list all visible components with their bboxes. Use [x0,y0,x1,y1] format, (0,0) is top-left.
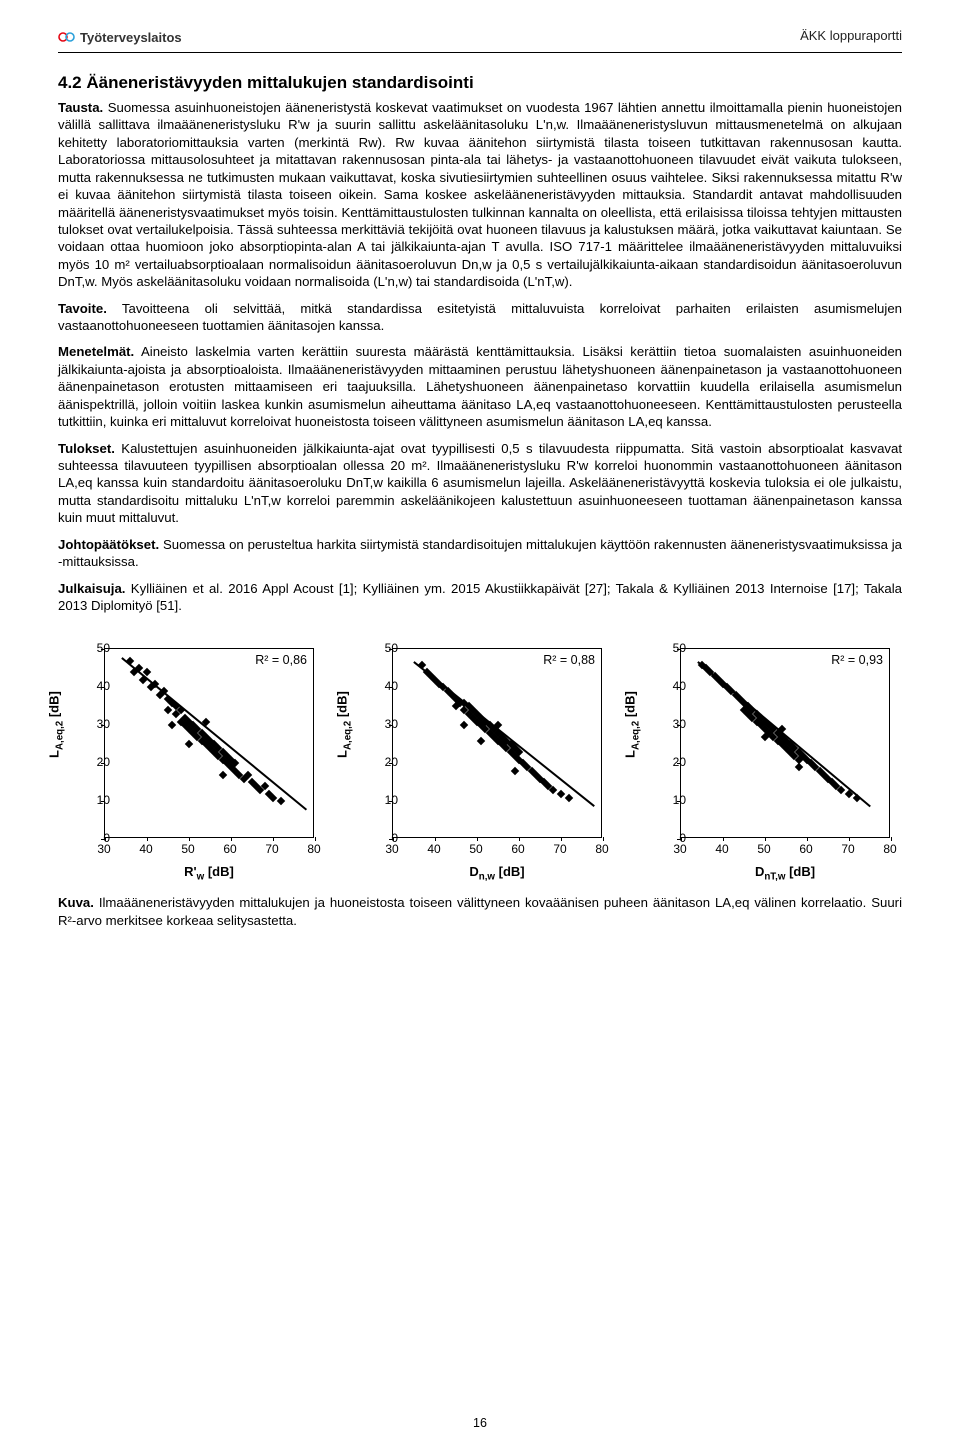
ytick-label: 50 [80,641,110,655]
xtick-label: 40 [427,842,440,856]
chart-2-plot: R² = 0,88 [392,648,602,838]
body-johtopaatokset: Suomessa on perusteltua harkita siirtymi… [58,537,902,569]
data-point [460,721,468,729]
ytick-label: 20 [368,755,398,769]
logo-icon [58,28,76,46]
xtick-label: 30 [385,842,398,856]
xtick-label: 80 [595,842,608,856]
xtick-label: 80 [307,842,320,856]
xtick-label: 40 [715,842,728,856]
body-julkaisuja: Kylliäinen et al. 2016 Appl Acoust [1]; … [58,581,902,613]
label-tavoite: Tavoite. [58,301,107,316]
xtick-label: 30 [97,842,110,856]
para-tulokset: Tulokset. Kalustettujen asuinhuoneiden j… [58,440,902,527]
xtick-label: 70 [841,842,854,856]
chart-3: LA,eq,2 [dB] R² = 0,93 DnT,w [dB] 010203… [634,638,902,878]
chart-3-plot: R² = 0,93 [680,648,890,838]
chart-2-xlabel: Dn,w [dB] [392,864,602,883]
xtick-label: 60 [223,842,236,856]
doc-label: ÄKK loppuraportti [800,28,902,43]
label-menetelmat: Menetelmät. [58,344,134,359]
chart-3-r2: R² = 0,93 [831,653,883,667]
ytick-label: 10 [80,793,110,807]
ytick-label: 20 [80,755,110,769]
fit-line [414,661,596,807]
ytick-label: 40 [656,679,686,693]
para-tausta: Tausta. Suomessa asuinhuoneistojen äänen… [58,99,902,291]
xtick-label: 30 [673,842,686,856]
chart-1-r2: R² = 0,86 [255,653,307,667]
chart-1-xlabel: R'w [dB] [104,864,314,883]
body-tavoite: Tavoitteena oli selvittää, mitkä standar… [58,301,902,333]
data-point [277,797,285,805]
label-johtopaatokset: Johtopäätökset. [58,537,159,552]
ytick-label: 40 [368,679,398,693]
page-number: 16 [0,1416,960,1430]
chart-1-ylabel: LA,eq,2 [dB] [47,692,66,759]
ytick-label: 30 [368,717,398,731]
section-title: 4.2 Ääneneristävyyden mittalukujen stand… [58,73,902,93]
chart-2-ylabel: LA,eq,2 [dB] [335,692,354,759]
chart-2-r2: R² = 0,88 [543,653,595,667]
ytick-label: 20 [656,755,686,769]
para-tavoite: Tavoite. Tavoitteena oli selvittää, mitk… [58,300,902,335]
label-tausta: Tausta. [58,100,103,115]
ytick-label: 10 [368,793,398,807]
xtick-label: 50 [469,842,482,856]
ytick-label: 40 [80,679,110,693]
chart-3-xlabel: DnT,w [dB] [680,864,890,883]
data-point [477,736,485,744]
data-point [557,790,565,798]
ytick-label: 30 [656,717,686,731]
data-point [794,763,802,771]
chart-3-ylabel: LA,eq,2 [dB] [623,692,642,759]
logo-text: Työterveyslaitos [80,30,182,45]
fit-line [697,661,870,807]
ytick-label: 10 [656,793,686,807]
xtick-label: 50 [181,842,194,856]
body-tausta: Suomessa asuinhuoneistojen ääneneristyst… [58,100,902,289]
ytick-label: 50 [656,641,686,655]
page-header: Työterveyslaitos ÄKK loppuraportti [58,28,902,53]
figure-caption: Kuva. Ilmaääneneristävyyden mittalukujen… [58,894,902,929]
data-point [565,793,573,801]
label-julkaisuja: Julkaisuja. [58,581,125,596]
xtick-label: 60 [511,842,524,856]
data-point [511,767,519,775]
xtick-label: 70 [553,842,566,856]
para-menetelmat: Menetelmät. Aineisto laskelmia varten ke… [58,343,902,430]
caption-body: Ilmaääneneristävyyden mittalukujen ja hu… [58,895,902,927]
fit-line [121,657,307,810]
ytick-label: 30 [80,717,110,731]
body-tulokset: Kalustettujen asuinhuoneiden jälkikaiunt… [58,441,902,526]
label-tulokset: Tulokset. [58,441,115,456]
xtick-label: 60 [799,842,812,856]
para-johtopaatokset: Johtopäätökset. Suomessa on perusteltua … [58,536,902,571]
xtick-label: 70 [265,842,278,856]
caption-label: Kuva. [58,895,94,910]
chart-1-plot: R² = 0,86 [104,648,314,838]
ytick-label: 50 [368,641,398,655]
xtick-label: 40 [139,842,152,856]
logo: Työterveyslaitos [58,28,182,46]
xtick-label: 80 [883,842,896,856]
chart-2: LA,eq,2 [dB] R² = 0,88 Dn,w [dB] 0102030… [346,638,614,878]
para-julkaisuja: Julkaisuja. Kylliäinen et al. 2016 Appl … [58,580,902,615]
data-point [218,771,226,779]
xtick-label: 50 [757,842,770,856]
chart-1: LA,eq,2 [dB] R² = 0,86 R'w [dB] 01020304… [58,638,326,878]
data-point [185,740,193,748]
body-menetelmat: Aineisto laskelmia varten kerättiin suur… [58,344,902,429]
chart-row: LA,eq,2 [dB] R² = 0,86 R'w [dB] 01020304… [58,638,902,878]
data-point [168,721,176,729]
